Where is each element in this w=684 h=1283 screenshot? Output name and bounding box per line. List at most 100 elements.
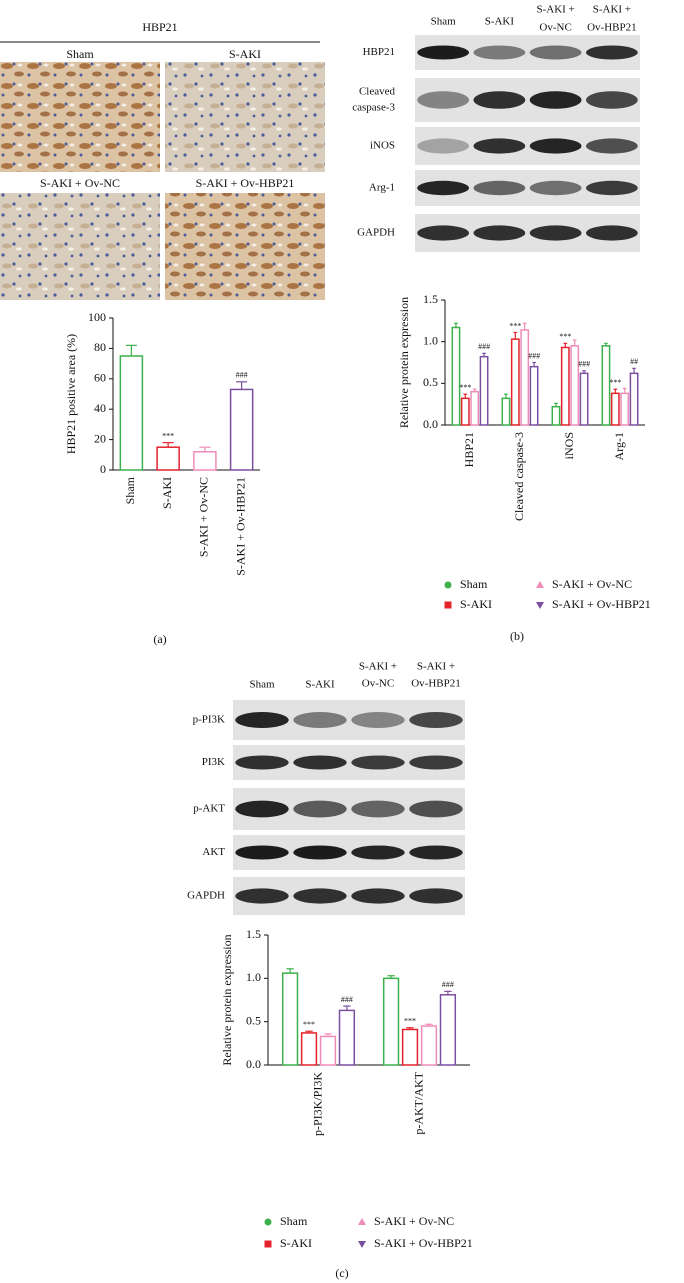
significance: ### (442, 980, 454, 989)
blot-band (417, 180, 469, 196)
bar (551, 405, 561, 426)
blot-band (586, 91, 638, 109)
legend-marker (358, 1241, 366, 1248)
bar (338, 1009, 356, 1066)
y-tick-label: 20 (94, 431, 106, 445)
bar (451, 326, 461, 426)
blot-band (529, 225, 582, 241)
micrograph (0, 193, 160, 300)
bar (629, 372, 639, 426)
legend-label: Sham (460, 577, 488, 591)
blot-band (473, 225, 526, 241)
blot-band (351, 755, 405, 770)
y-tick-label: 0.0 (246, 1057, 261, 1071)
blot-band (529, 91, 582, 109)
blot-band (417, 45, 469, 60)
lane-label: Ov-HBP21 (411, 678, 461, 690)
bar (156, 446, 180, 471)
y-tick-label: 0.5 (423, 375, 438, 389)
lane-label: S-AKI + (593, 4, 631, 16)
y-tick-label: 0 (100, 462, 106, 476)
blot-band (409, 755, 463, 770)
y-tick-label: 100 (88, 310, 106, 324)
lane-label: Ov-NC (362, 678, 394, 690)
y-axis-label: HBP21 positive area (%) (64, 334, 78, 454)
blot-band (293, 712, 347, 728)
bar (193, 451, 217, 471)
bar (470, 390, 480, 426)
blot-band (473, 138, 526, 154)
micrograph (165, 62, 325, 172)
blot-band (529, 138, 582, 154)
legend-label: S-AKI + Ov-HBP21 (552, 597, 651, 611)
blot-band (417, 225, 469, 241)
legend-label: Sham (280, 1214, 308, 1228)
y-axis-label: Relative protein expression (220, 934, 234, 1065)
blot-band (586, 180, 638, 196)
blot-band (417, 138, 469, 154)
blot-band (293, 755, 347, 770)
row-label: AKT (202, 846, 225, 858)
lane-label: S-AKI + (417, 661, 455, 673)
blot-band (235, 845, 289, 860)
legend-marker (536, 602, 544, 609)
bar (610, 392, 620, 426)
significance: *** (459, 383, 471, 392)
lane-label: S-AKI (485, 16, 515, 28)
significance: *** (162, 431, 174, 440)
y-tick-label: 80 (94, 340, 106, 354)
significance: ### (236, 371, 248, 380)
x-tick-label: Arg-1 (612, 432, 626, 460)
y-tick-label: 1.5 (423, 292, 438, 306)
legend-label: S-AKI + Ov-NC (552, 577, 632, 591)
row-label: GAPDH (357, 227, 395, 239)
legend-marker (444, 581, 452, 589)
row-label: Arg-1 (369, 182, 395, 194)
image-label: Sham (66, 47, 94, 61)
blot-band (529, 180, 582, 196)
bar (300, 1032, 318, 1066)
blot-band (586, 225, 638, 241)
blot-band (235, 712, 289, 728)
y-axis-label: Relative protein expression (397, 297, 411, 428)
panel-label: (c) (335, 1266, 348, 1280)
blot-band (293, 800, 347, 818)
legend-label: S-AKI (460, 597, 492, 611)
x-tick-label: p-AKT/AKT (411, 1071, 425, 1134)
significance: *** (303, 1020, 315, 1029)
significance: ### (478, 342, 490, 351)
panel-label: (b) (510, 629, 524, 643)
blot-band (586, 45, 638, 60)
bar (501, 397, 511, 426)
image-label: S-AKI + Ov-HBP21 (196, 176, 295, 190)
y-tick-label: 0.0 (423, 417, 438, 431)
bar (460, 397, 470, 426)
blot-band (351, 712, 405, 728)
micrograph (0, 62, 160, 172)
blot-band (409, 888, 463, 904)
blot-band (293, 888, 347, 904)
blot-band (586, 138, 638, 154)
bar (420, 1025, 438, 1066)
legend-marker (264, 1218, 272, 1226)
significance: ## (630, 357, 638, 366)
bar (510, 338, 520, 426)
x-tick-label: iNOS (562, 432, 576, 459)
legend-marker (444, 601, 452, 609)
x-tick-label: Cleaved caspase-3 (512, 432, 526, 521)
blot-band (235, 755, 289, 770)
bar (529, 365, 539, 426)
blot-band (351, 845, 405, 860)
blot-band (529, 45, 582, 60)
bar (281, 972, 299, 1066)
row-label: PI3K (202, 756, 225, 768)
legend-marker (358, 1218, 366, 1225)
x-tick-label: S-AKI (160, 477, 174, 509)
row-label: iNOS (370, 140, 395, 152)
legend-marker (264, 1240, 272, 1248)
x-tick-label: Sham (123, 476, 137, 504)
blot-band (235, 888, 289, 904)
micrograph (165, 193, 325, 300)
bar (382, 977, 400, 1066)
